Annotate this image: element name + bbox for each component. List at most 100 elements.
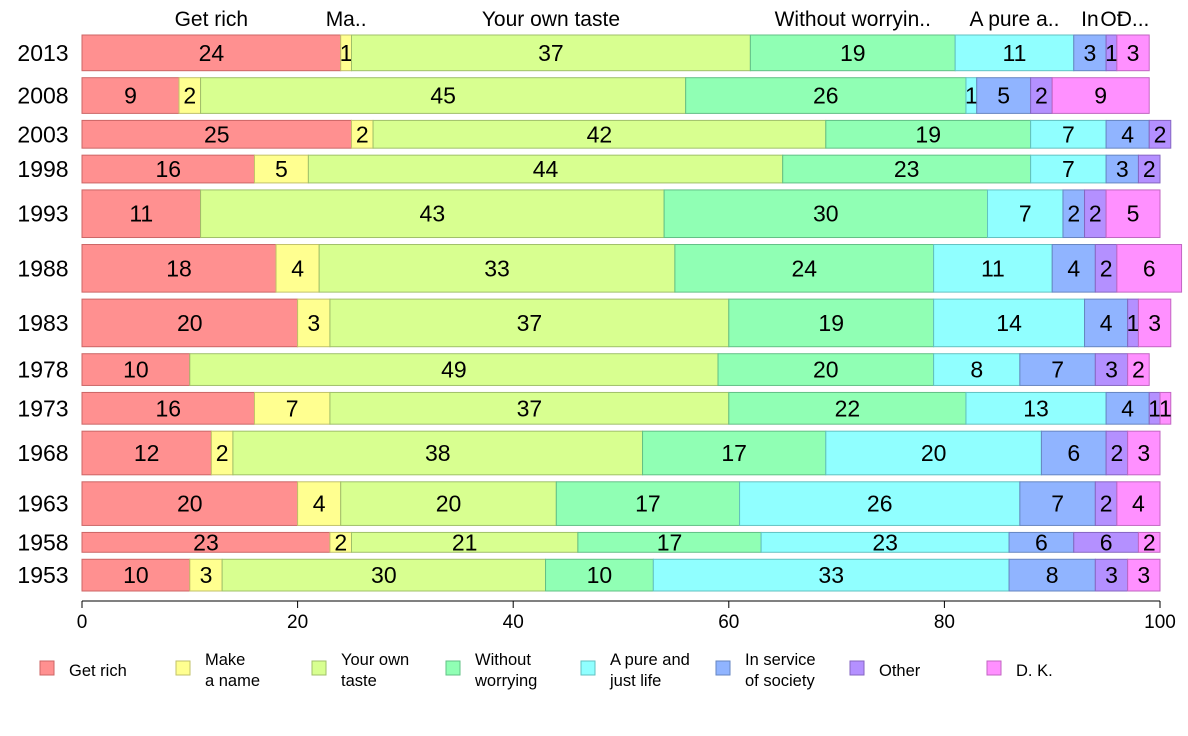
year-label: 1973 (17, 395, 68, 421)
legend-swatch (986, 660, 1002, 676)
data-label: 7 (1019, 201, 1032, 227)
data-label: 2 (1089, 201, 1102, 227)
bar-segment-d-k-1963 (1116, 481, 1161, 526)
bar-segment-d-k-1988 (1116, 244, 1183, 293)
legend-item-d-k: D. K. (986, 660, 1053, 680)
bar-row-1968: 12 2 38 17 20 6 2 3 (81, 430, 1161, 476)
bar-segment-get-rich-2003 (81, 119, 352, 149)
bar-segment-d-k-1993 (1105, 189, 1161, 239)
data-label: 3 (1127, 40, 1140, 66)
data-label: 7 (1062, 121, 1075, 147)
year-label: 2008 (17, 83, 68, 109)
data-label: 6 (1143, 255, 1156, 281)
bar-segment-without-worrying-2008 (685, 77, 967, 114)
x-tick-label: 0 (77, 612, 88, 633)
data-label: 1 (1159, 395, 1172, 421)
year-label: 1998 (17, 156, 68, 182)
bar-segment-d-k-1973 (1159, 391, 1172, 425)
bar-row-1953: 10 3 30 10 33 8 3 3 (81, 558, 1161, 592)
data-label: 3 (307, 310, 320, 336)
legend-item-make-a-name: Make a name (175, 651, 260, 690)
year-label: 1993 (17, 201, 68, 227)
bar-segment-d-k-1953 (1127, 558, 1161, 592)
data-label: 3 (1116, 156, 1129, 182)
data-label: 9 (124, 83, 137, 109)
bar-segment-without-worrying-1973 (728, 391, 967, 425)
data-label: 45 (430, 83, 456, 109)
legend-label: Your own (341, 651, 409, 669)
bar-segment-get-rich-2008 (81, 77, 180, 114)
data-label: 11 (981, 255, 1005, 281)
year-label: 1963 (17, 491, 68, 517)
plot-area: 24 1 37 19 11 3 1 39 2 45 26 1 5 2 925 2 42 19 7 4 216 5 44 23 7… (81, 34, 1183, 592)
data-label: 7 (286, 395, 299, 421)
data-label: 20 (177, 310, 203, 336)
data-label: 6 (1100, 529, 1113, 555)
data-label: 2 (1100, 491, 1113, 517)
data-label: 2 (356, 121, 369, 147)
data-label: 8 (1046, 562, 1059, 588)
legend-label: In service (745, 651, 816, 669)
bar-row-1973: 16 7 37 22 13 4 11 (81, 391, 1172, 425)
data-label: 44 (533, 156, 559, 182)
bar-row-1978: 10 49 20 8 7 3 2 (81, 353, 1150, 386)
bar-segment-d-k-1958 (1137, 531, 1161, 553)
data-label: 4 (1067, 255, 1080, 281)
data-label: 10 (123, 562, 149, 588)
data-label: 37 (517, 310, 543, 336)
data-label: 4 (1121, 395, 1134, 421)
data-label: 16 (155, 395, 181, 421)
bar-segment-without-worrying-2003 (825, 119, 1032, 149)
data-label: 4 (313, 491, 326, 517)
bar-segment-a-pure-and-just-life-1978 (933, 353, 1021, 386)
legend-swatch (849, 660, 865, 676)
bar-segment-in-service-of-society-1983 (1084, 298, 1129, 348)
bar-segment-a-pure-and-just-life-2013 (954, 34, 1075, 72)
bar-row-1963: 20 4 20 17 26 7 2 4 (81, 481, 1161, 526)
bar-segment-a-pure-and-just-life-1983 (933, 298, 1086, 348)
legend-swatch (445, 660, 461, 676)
column-label: Ma.. (326, 8, 367, 31)
data-label: 16 (155, 156, 181, 182)
data-label: 17 (635, 491, 661, 517)
data-label: 1 (340, 40, 353, 66)
data-label: 2 (1100, 255, 1113, 281)
bar-segment-your-own-taste-1988 (318, 244, 676, 293)
bar-segment-your-own-taste-1993 (200, 189, 665, 239)
bar-segment-a-pure-and-just-life-1953 (652, 558, 1010, 592)
bar-segment-make-a-name-1998 (253, 154, 309, 184)
data-label: 19 (840, 40, 866, 66)
bar-row-1988: 18 4 33 24 11 4 2 6 (81, 244, 1183, 293)
legend-swatch (715, 660, 731, 676)
year-label: 2013 (17, 40, 68, 66)
column-label: Without worryin.. (775, 8, 931, 31)
bar-segment-get-rich-1988 (81, 244, 277, 293)
x-tick-label: 60 (718, 612, 739, 633)
bar-segment-your-own-taste-2008 (200, 77, 687, 114)
bar-segment-other-2003 (1148, 119, 1172, 149)
data-label: 19 (818, 310, 844, 336)
legend-label: worrying (474, 672, 537, 690)
year-label: 1958 (17, 529, 68, 555)
data-label: 1 (1105, 40, 1118, 66)
x-tick-label: 20 (287, 612, 308, 633)
bar-segment-a-pure-and-just-life-1968 (825, 430, 1042, 476)
data-label: 18 (166, 255, 192, 281)
column-labels: Get rich Ma.. Your own taste Without worryi… (175, 8, 1150, 31)
data-label: 33 (484, 255, 510, 281)
column-label: D... (1117, 8, 1150, 31)
bar-segment-d-k-2013 (1116, 34, 1150, 72)
data-label: 3 (1105, 357, 1118, 383)
bar-segment-without-worrying-1988 (674, 244, 935, 293)
data-label: 19 (915, 121, 941, 147)
legend-label: D. K. (1016, 662, 1053, 680)
bar-segment-make-a-name-1963 (297, 481, 342, 526)
data-label: 6 (1067, 440, 1080, 466)
data-label: 4 (1132, 491, 1145, 517)
data-label: 20 (436, 491, 462, 517)
data-label: 17 (721, 440, 747, 466)
x-tick-label: 40 (503, 612, 524, 633)
data-label: 8 (970, 357, 983, 383)
bar-row-2008: 9 2 45 26 1 5 2 9 (81, 77, 1150, 114)
data-label: 4 (1100, 310, 1113, 336)
